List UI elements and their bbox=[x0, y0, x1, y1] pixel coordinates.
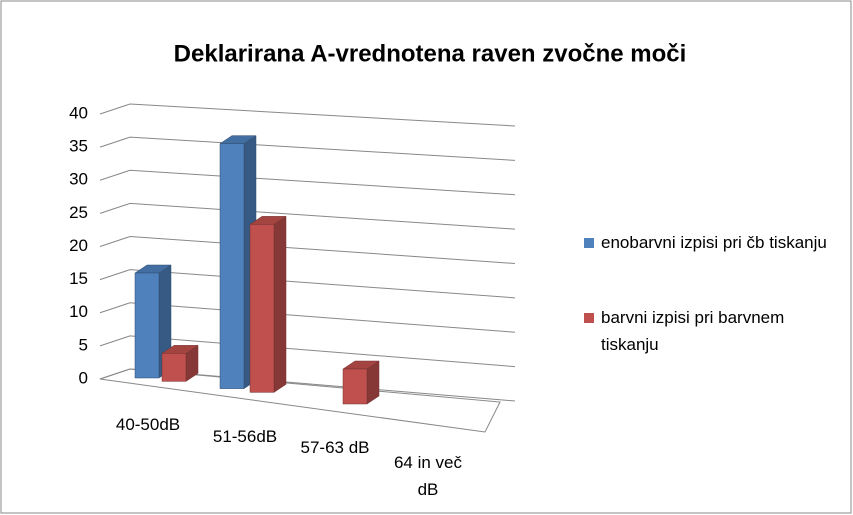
x-tick-label: 51-56dB bbox=[212, 427, 278, 446]
legend-label: enobarvni izpisi pri čb tiskanju bbox=[601, 233, 827, 252]
legend-label: barvni izpisi pri barvnem tiskanju bbox=[601, 308, 785, 354]
grid-line bbox=[99, 103, 516, 127]
grid-line bbox=[99, 202, 516, 230]
y-tick-label: 5 bbox=[79, 335, 88, 354]
bar-front bbox=[342, 368, 368, 405]
legend-swatch bbox=[584, 238, 594, 248]
bar-side bbox=[273, 215, 287, 393]
y-tick-label: 15 bbox=[69, 269, 88, 288]
y-tick-label: 20 bbox=[69, 236, 88, 255]
y-tick-label: 0 bbox=[79, 368, 88, 387]
x-tick-label: 57-63 dB bbox=[300, 438, 370, 457]
y-tick-label: 35 bbox=[69, 137, 88, 156]
x-tick-label: 40-50dB bbox=[115, 415, 181, 434]
bar bbox=[342, 360, 380, 405]
bar-front bbox=[249, 224, 275, 393]
grid-line bbox=[99, 235, 516, 264]
bar bbox=[161, 344, 199, 382]
grid-line bbox=[99, 335, 516, 368]
y-tick-label: 10 bbox=[69, 302, 88, 321]
y-tick-label: 40 bbox=[69, 103, 88, 122]
y-tick-label: 25 bbox=[69, 203, 88, 222]
legend-swatch bbox=[584, 313, 594, 323]
bar bbox=[249, 215, 287, 393]
grid-line bbox=[99, 169, 516, 196]
grid-line bbox=[99, 368, 516, 402]
grid-line bbox=[99, 136, 516, 161]
y-tick-label: 30 bbox=[69, 170, 88, 189]
grid-line bbox=[99, 269, 516, 299]
bar-front bbox=[219, 143, 245, 389]
x-tick-label: 64 in več dB bbox=[393, 453, 463, 499]
chart-title: Deklarirana A-vrednotena raven zvočne mo… bbox=[174, 40, 687, 67]
grid-line bbox=[99, 302, 516, 333]
bar-front bbox=[134, 272, 160, 379]
bar-front bbox=[161, 353, 187, 382]
